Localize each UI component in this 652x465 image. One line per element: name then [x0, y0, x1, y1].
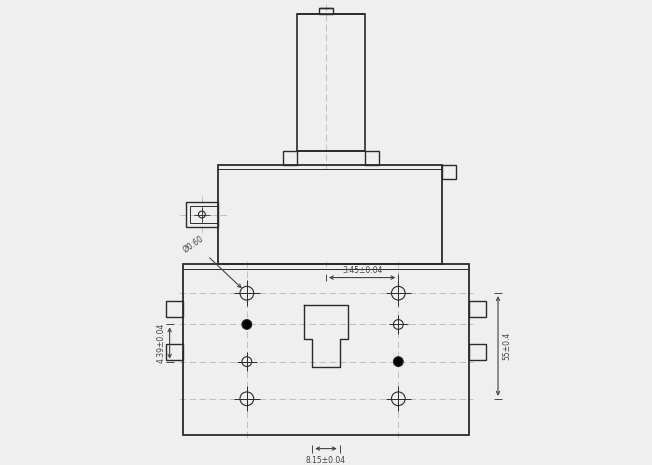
- Bar: [183, 264, 469, 435]
- Text: Ø0.60: Ø0.60: [181, 234, 205, 254]
- Circle shape: [393, 357, 403, 366]
- Bar: [319, 8, 333, 13]
- Bar: [218, 165, 442, 264]
- Bar: [166, 344, 183, 359]
- Bar: [166, 301, 183, 317]
- Bar: [469, 344, 486, 359]
- Text: 8.15±0.04: 8.15±0.04: [306, 457, 346, 465]
- Text: 3.45±0.04: 3.45±0.04: [342, 266, 382, 275]
- Bar: [442, 165, 456, 179]
- Circle shape: [242, 319, 252, 329]
- Bar: [190, 206, 218, 223]
- Text: 4.39±0.04: 4.39±0.04: [156, 323, 166, 363]
- Bar: [283, 152, 297, 165]
- Bar: [469, 301, 486, 317]
- Text: 55±0.4: 55±0.4: [502, 332, 511, 360]
- Bar: [297, 13, 365, 152]
- Bar: [186, 202, 218, 227]
- Bar: [365, 152, 379, 165]
